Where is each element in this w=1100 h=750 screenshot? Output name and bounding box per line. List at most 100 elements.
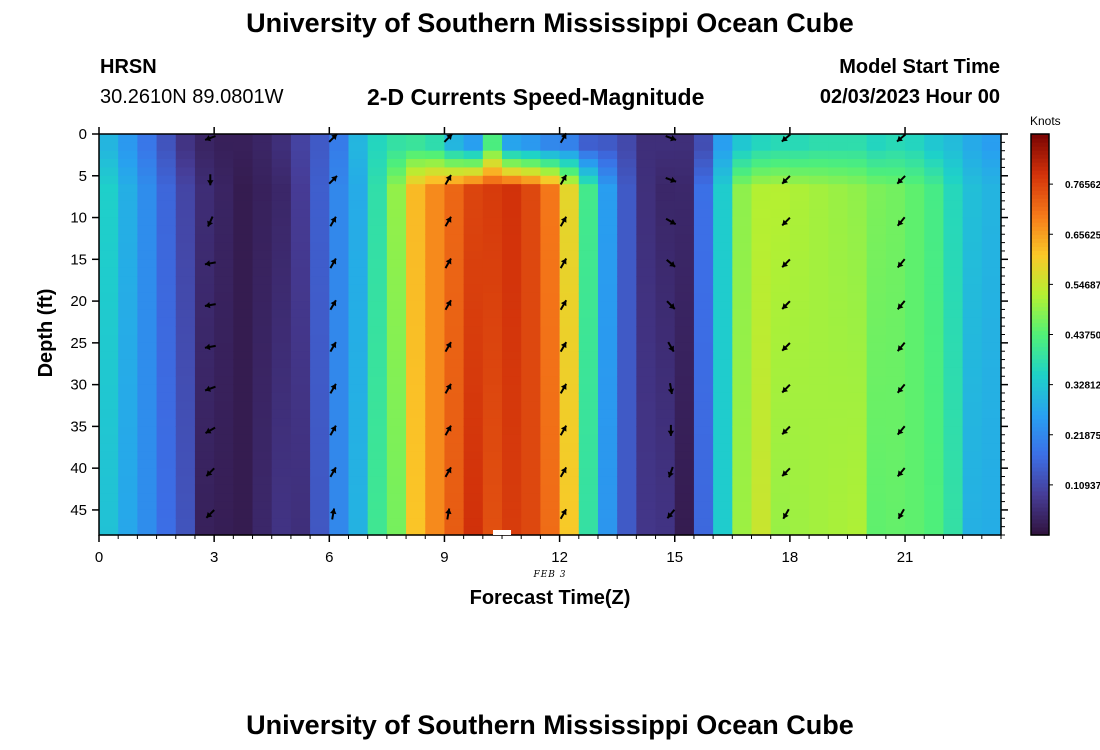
heatmap-cell [310,284,330,294]
heatmap-cell [578,134,599,143]
heatmap-cell [943,167,964,177]
heatmap-cell [290,234,311,244]
heatmap-cell [597,459,618,469]
heatmap-cell [406,342,426,352]
colorbar-segment [1031,242,1049,247]
heatmap-cell [751,192,772,202]
heatmap-cell [99,526,119,536]
chart-subtitle: 2-D Currents Speed-Magnitude [367,84,705,110]
heatmap-cell [463,175,484,185]
heatmap-cell [290,409,311,419]
heatmap-cell [329,317,350,327]
heatmap-cell [463,234,484,244]
heatmap-cell [137,526,158,536]
heatmap-cell [194,184,215,194]
heatmap-cell [885,267,906,277]
heatmap-cell [847,217,868,227]
heatmap-cell [406,459,426,469]
heatmap-cell [252,200,273,210]
current-arrow [559,258,568,269]
heatmap-cell [425,301,446,311]
heatmap-cell [194,409,215,419]
heatmap-cell [597,392,618,402]
heatmap-cell [981,342,1002,352]
heatmap-cell [156,401,177,411]
heatmap-cell [866,451,887,461]
heatmap-cell [597,234,618,244]
heatmap-cell [386,276,407,285]
heatmap-cell [329,134,350,143]
heatmap-cell [655,443,676,453]
heatmap-cell [118,242,138,252]
heatmap-cell [310,451,330,461]
heatmap-cell [943,493,964,503]
heatmap-cell [924,493,945,503]
heatmap-cell [789,443,810,453]
heatmap-cell [943,342,964,352]
heatmap-cell [617,526,637,536]
heatmap-cell [214,292,234,302]
heatmap-cell [348,351,369,361]
heatmap-cell [406,501,426,511]
heatmap-cell [386,167,407,177]
heatmap-cell [636,351,657,361]
heatmap-cell [290,392,311,402]
colorbar-segment [1031,434,1049,440]
heatmap-cell [118,159,138,169]
heatmap-cell [137,159,158,169]
station-name: HRSN [100,56,157,78]
heatmap-cell [962,192,983,202]
heatmap-cell [981,426,1002,436]
heatmap-cell [194,426,215,436]
heatmap-cell [367,468,388,478]
heatmap-cell [559,509,580,519]
heatmap-cell [290,167,311,177]
heatmap-cell [310,192,330,202]
heatmap-cell [502,134,522,143]
heatmap-cell [482,367,503,377]
heatmap-cell [962,351,983,361]
heatmap-cell [367,367,388,377]
heatmap-cell [559,209,580,219]
heatmap-cell [693,401,714,411]
heatmap-cell [137,267,158,277]
colorbar-segment [1031,246,1049,251]
heatmap-cell [809,351,829,361]
heatmap-cell [252,476,273,486]
heatmap-cell [137,167,158,177]
colorbar-segment [1031,354,1049,360]
heatmap-cell [214,509,234,519]
heatmap-cell [175,367,196,377]
heatmap-cell [214,209,234,219]
current-arrow [667,424,675,436]
current-arrow [781,133,791,143]
heatmap-cell [847,284,868,294]
heatmap-cell [118,250,138,260]
heatmap-cell [713,276,733,285]
heatmap-cell [310,267,330,277]
y-tick-label: 35 [70,418,87,435]
heatmap-cell [828,242,849,252]
heatmap-cell [847,434,868,444]
heatmap-cell [597,484,618,494]
heatmap-cell [981,142,1002,152]
heatmap-cell [559,326,580,336]
colorbar-segment [1031,382,1049,388]
heatmap-cell [386,509,407,519]
heatmap-cell [789,175,810,185]
heatmap-cell [789,434,810,444]
heatmap-cell [597,418,618,427]
heatmap-cell [310,301,330,311]
heatmap-cell [386,134,407,143]
heatmap-cell [348,276,369,285]
heatmap-cell [636,376,657,386]
heatmap-cell [809,159,829,169]
colorbar-segment [1031,442,1049,448]
heatmap-cell [693,192,714,202]
heatmap-cell [118,384,138,394]
heatmap-cell [463,367,484,377]
heatmap-cell [847,484,868,494]
x-tick-label: 21 [897,549,914,566]
heatmap-cell [233,267,254,277]
heatmap-cell [866,459,887,469]
